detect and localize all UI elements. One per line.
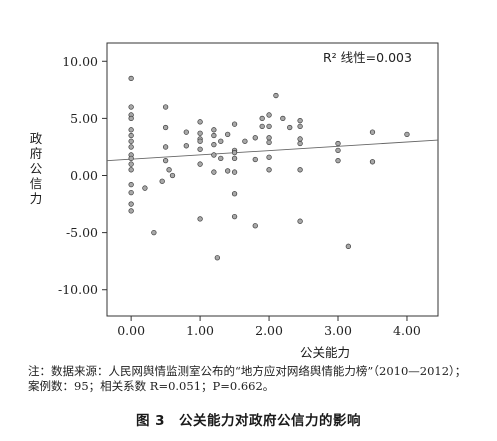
data-point [211,169,217,175]
data-point [128,132,134,139]
data-point [273,92,279,99]
data-point [266,167,272,173]
data-point [297,136,303,142]
data-point [345,243,352,249]
data-point [169,172,176,179]
data-point [162,124,169,131]
data-point [231,191,238,197]
data-point [266,123,272,130]
data-point [369,159,376,165]
figure-caption: 图 3 公关能力对政府公信力的影响 [0,409,497,429]
data-point [266,154,272,160]
r-squared-annotation: R² 线性=0.003 [323,50,412,65]
data-point [242,138,248,144]
data-point [218,138,224,144]
data-point [128,138,134,144]
data-point [259,115,265,122]
data-point [142,185,148,191]
data-point [159,178,165,184]
data-point [128,75,134,82]
data-point [197,138,203,144]
data-point [369,129,376,135]
fit-line [106,139,439,162]
data-point [287,124,293,131]
data-point [231,169,238,175]
plot-frame [106,42,439,317]
y-tick-label: 0.00 [70,168,98,183]
data-point [252,135,258,141]
data-point [128,161,134,167]
data-point [162,158,169,164]
figure-note: 注：数据来源：人民网舆情监测室公布的“地方应对网络舆情能力榜”（2010—201… [28,364,467,393]
y-axis: 10.00 5.00 0.00 -5.00 -10.00 [58,54,107,297]
data-point [128,201,134,207]
data-point [297,167,303,173]
data-point [297,140,303,147]
y-tick-label: 5.00 [70,111,98,126]
y-axis-label: 政府公信力 [29,131,43,206]
data-point [218,155,224,162]
data-point [266,139,272,146]
data-point [335,147,341,154]
x-tick-label: 1.00 [186,323,214,338]
data-point [297,118,303,124]
data-point [211,127,217,133]
data-point [231,213,238,220]
data-point [128,155,134,162]
data-point [128,127,134,133]
data-point [231,155,238,162]
x-tick-label: 3.00 [324,323,352,338]
data-point [128,104,134,110]
x-tick-label: 2.00 [255,323,283,338]
data-point [211,142,217,148]
data-point [197,119,203,125]
data-point [151,229,157,236]
data-point [197,130,203,136]
data-point [214,255,220,261]
data-point [252,156,258,163]
data-point [197,161,203,167]
data-point [183,129,189,135]
data-point [128,189,134,196]
x-tick-label: 0.00 [117,323,145,338]
data-point [166,167,172,173]
data-point [162,144,169,150]
data-point [231,121,238,127]
data-point [128,181,134,188]
data-point [297,123,303,130]
y-tick-label: -5.00 [66,225,98,240]
data-point [266,112,272,118]
data-point [297,218,303,224]
data-point [183,143,189,149]
data-point [225,131,231,138]
data-point [128,208,134,214]
data-point [128,144,134,150]
figure-title: 公关能力对政府公信力的影响 [179,413,362,429]
data-points [128,75,410,261]
data-point [197,146,203,152]
data-point [335,140,341,147]
data-point [259,123,265,130]
x-axis: 0.00 1.00 2.00 3.00 4.00 [117,316,421,338]
data-point [266,135,272,141]
data-point [335,158,341,164]
data-point [162,104,169,110]
data-point [211,132,217,139]
data-point [211,152,217,158]
data-point [252,223,258,229]
data-point [225,168,231,174]
data-point [404,131,410,138]
data-point [197,216,203,222]
data-point [128,115,134,122]
data-point [128,167,134,173]
y-tick-label: -10.00 [58,282,98,297]
data-point [231,150,238,156]
y-tick-label: 10.00 [62,54,98,69]
scatter-chart: 10.00 5.00 0.00 -5.00 -10.00 0.00 1.00 2.00 3.0… [58,42,439,338]
data-point [280,115,286,122]
figure-number: 图 3 [135,413,166,429]
x-tick-label: 4.00 [393,323,421,338]
x-axis-label: 公关能力 [300,345,351,360]
